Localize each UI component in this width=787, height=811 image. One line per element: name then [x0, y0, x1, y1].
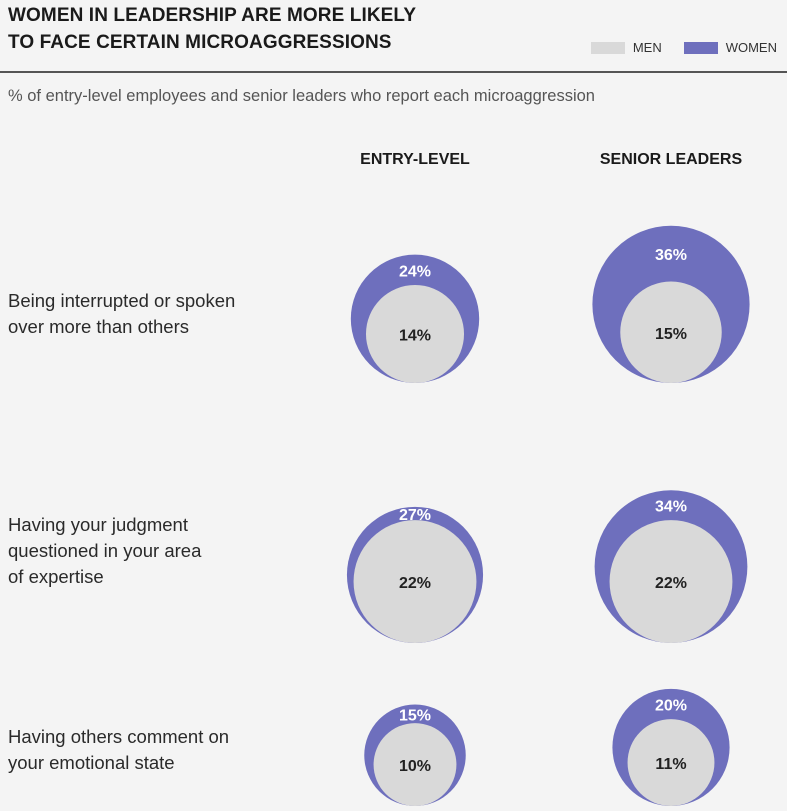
value-label-women-interrupted-entry-level: 24%	[399, 263, 431, 280]
legend: MEN WOMEN	[569, 40, 777, 55]
legend-swatch-women	[683, 41, 718, 54]
legend-label-women: WOMEN	[725, 40, 777, 55]
bubble-men-judgment-senior-leaders	[609, 520, 733, 643]
bubble-men-emotional-entry-level	[373, 723, 457, 806]
value-label-women-judgment-entry-level: 27%	[399, 507, 431, 524]
chart-title: WOMEN IN LEADERSHIP ARE MORE LIKELY TO F…	[8, 2, 528, 56]
row-label-judgment: Having your judgment questioned in your …	[8, 512, 308, 590]
value-label-women-interrupted-senior-leaders: 36%	[655, 247, 687, 264]
row-label-line: of expertise	[8, 566, 104, 587]
value-label-men-judgment-entry-level: 22%	[399, 575, 431, 592]
row-label-line: Having others comment on	[8, 726, 230, 747]
value-label-women-judgment-senior-leaders: 34%	[655, 499, 687, 516]
row-label-line: questioned in your area	[8, 540, 202, 561]
legend-label-men: MEN	[632, 40, 662, 55]
row-label-line: your emotional state	[8, 752, 175, 773]
chart-subtitle: % of entry-level employees and senior le…	[8, 87, 595, 105]
row-label-interrupted: Being interrupted or spoken over more th…	[8, 288, 308, 340]
header-divider	[0, 71, 787, 73]
value-label-men-interrupted-senior-leaders: 15%	[655, 326, 687, 343]
legend-swatch-men	[590, 41, 625, 54]
value-label-men-judgment-senior-leaders: 22%	[655, 575, 687, 592]
row-label-emotional: Having others comment on your emotional …	[8, 724, 308, 776]
value-label-women-emotional-entry-level: 15%	[399, 707, 431, 724]
value-label-women-emotional-senior-leaders: 20%	[655, 697, 687, 714]
column-header-senior-leaders: SENIOR LEADERS	[599, 151, 743, 168]
row-label-line: Being interrupted or spoken	[8, 290, 236, 311]
bubble-men-judgment-entry-level	[353, 520, 477, 643]
bubble-men-emotional-senior-leaders	[627, 719, 715, 806]
row-label-line: over more than others	[8, 316, 189, 337]
bubble-men-interrupted-entry-level	[365, 284, 465, 383]
bubble-men-interrupted-senior-leaders	[620, 281, 722, 383]
value-label-men-interrupted-entry-level: 14%	[399, 327, 431, 344]
row-label-line: Having your judgment	[8, 514, 188, 535]
value-label-men-emotional-entry-level: 10%	[399, 758, 431, 775]
legend-item-women: WOMEN	[683, 40, 777, 55]
chart-title-line-2: TO FACE CERTAIN MICROAGGRESSIONS	[8, 32, 392, 53]
column-header-entry-level: ENTRY-LEVEL	[360, 151, 470, 168]
legend-item-men: MEN	[590, 40, 662, 55]
chart-title-line-1: WOMEN IN LEADERSHIP ARE MORE LIKELY	[8, 5, 417, 26]
value-label-men-emotional-senior-leaders: 11%	[655, 756, 686, 773]
